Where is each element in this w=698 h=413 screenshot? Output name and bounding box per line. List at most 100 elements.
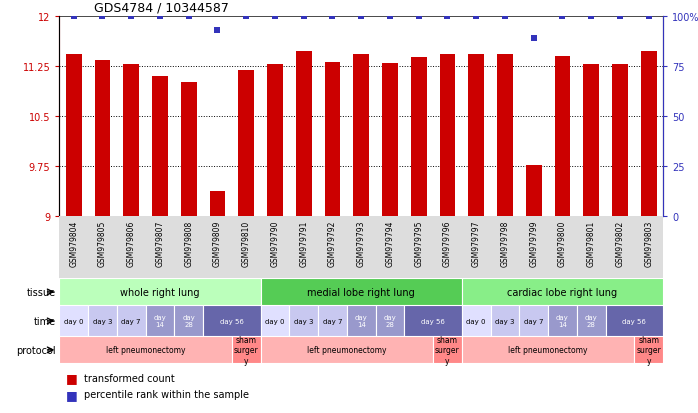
Bar: [584, 65, 599, 217]
Bar: [606, 306, 663, 337]
Text: day 7: day 7: [322, 318, 342, 324]
Point: [470, 13, 482, 20]
Text: whole right lung: whole right lung: [120, 287, 200, 297]
Bar: [260, 279, 462, 306]
Text: day 56: day 56: [421, 318, 445, 324]
Bar: [433, 337, 462, 363]
Text: time: time: [34, 316, 56, 326]
Text: GSM979810: GSM979810: [242, 220, 251, 266]
Text: GSM979802: GSM979802: [616, 220, 625, 266]
Text: day
28: day 28: [384, 315, 396, 328]
Bar: [411, 58, 426, 217]
Point: [586, 13, 597, 20]
Text: day 0: day 0: [64, 318, 84, 324]
Text: day
14: day 14: [556, 315, 569, 328]
Text: GSM979793: GSM979793: [357, 220, 366, 266]
Bar: [59, 306, 88, 337]
Bar: [232, 337, 260, 363]
Bar: [526, 166, 542, 217]
Bar: [318, 306, 347, 337]
Bar: [548, 306, 577, 337]
Point: [68, 13, 80, 20]
Point: [154, 13, 165, 20]
Bar: [59, 279, 260, 306]
Bar: [440, 55, 455, 217]
Text: day
28: day 28: [182, 315, 195, 328]
Bar: [260, 306, 290, 337]
Point: [614, 13, 625, 20]
Bar: [238, 71, 254, 217]
Point: [442, 13, 453, 20]
Bar: [94, 61, 110, 217]
Bar: [325, 63, 341, 217]
Text: GDS4784 / 10344587: GDS4784 / 10344587: [94, 2, 229, 14]
Text: tissue: tissue: [27, 287, 56, 297]
Bar: [260, 337, 433, 363]
Text: medial lobe right lung: medial lobe right lung: [307, 287, 415, 297]
Bar: [612, 65, 628, 217]
Bar: [152, 77, 168, 217]
Point: [327, 13, 338, 20]
Text: day 3: day 3: [93, 318, 112, 324]
Text: GSM979801: GSM979801: [587, 220, 595, 266]
Bar: [404, 306, 462, 337]
Text: sham
surger
y: sham surger y: [637, 335, 661, 365]
Point: [183, 13, 194, 20]
Bar: [468, 55, 484, 217]
Point: [126, 13, 137, 20]
Point: [643, 13, 654, 20]
Bar: [124, 64, 139, 217]
Bar: [347, 306, 376, 337]
Text: percentile rank within the sample: percentile rank within the sample: [84, 389, 248, 399]
Text: ■: ■: [66, 388, 78, 401]
Text: GSM979807: GSM979807: [156, 220, 165, 266]
Text: day 0: day 0: [265, 318, 285, 324]
Bar: [577, 306, 606, 337]
Bar: [203, 306, 260, 337]
Text: day 3: day 3: [495, 318, 514, 324]
Bar: [290, 306, 318, 337]
Bar: [462, 337, 634, 363]
Text: GSM979803: GSM979803: [644, 220, 653, 266]
Text: cardiac lobe right lung: cardiac lobe right lung: [507, 287, 618, 297]
Bar: [353, 55, 369, 217]
Point: [413, 13, 424, 20]
Text: protocol: protocol: [16, 345, 56, 355]
Text: day
28: day 28: [585, 315, 597, 328]
Bar: [519, 306, 548, 337]
Point: [212, 27, 223, 34]
Bar: [209, 192, 225, 217]
Text: ■: ■: [66, 371, 78, 385]
Text: GSM979791: GSM979791: [299, 220, 309, 266]
Text: GSM979809: GSM979809: [213, 220, 222, 266]
Point: [355, 13, 367, 20]
Bar: [174, 306, 203, 337]
Bar: [59, 337, 232, 363]
Text: day 3: day 3: [294, 318, 313, 324]
Text: GSM979794: GSM979794: [385, 220, 394, 266]
Point: [298, 13, 309, 20]
Text: sham
surger
y: sham surger y: [435, 335, 460, 365]
Text: day 7: day 7: [524, 318, 544, 324]
Bar: [382, 64, 398, 217]
Point: [97, 13, 108, 20]
Point: [528, 35, 540, 42]
Point: [557, 13, 568, 20]
Text: GSM979798: GSM979798: [500, 220, 510, 266]
Text: GSM979806: GSM979806: [127, 220, 135, 266]
Bar: [462, 279, 663, 306]
Bar: [117, 306, 146, 337]
Bar: [634, 337, 663, 363]
Bar: [555, 57, 570, 217]
Text: day 56: day 56: [220, 318, 244, 324]
Text: day 0: day 0: [466, 318, 486, 324]
Text: sham
surger
y: sham surger y: [234, 335, 258, 365]
Bar: [88, 306, 117, 337]
Text: transformed count: transformed count: [84, 373, 174, 383]
Text: GSM979800: GSM979800: [558, 220, 567, 266]
Bar: [491, 306, 519, 337]
Bar: [296, 52, 311, 217]
Text: GSM979808: GSM979808: [184, 220, 193, 266]
Point: [385, 13, 396, 20]
Text: left pneumonectomy: left pneumonectomy: [307, 346, 387, 354]
